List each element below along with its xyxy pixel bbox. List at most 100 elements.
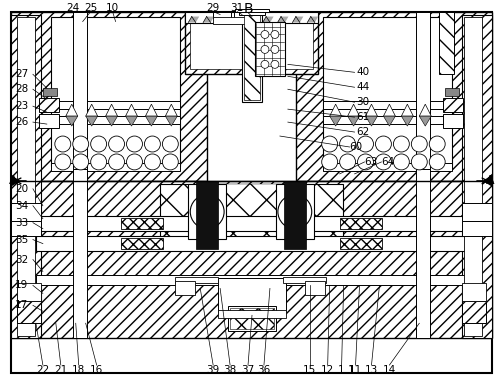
Bar (43, 88, 57, 96)
Bar (11, 221, 41, 236)
Circle shape (393, 154, 409, 170)
Bar (230, 308, 274, 329)
Bar (17, 283, 41, 301)
Circle shape (109, 136, 125, 152)
Circle shape (261, 46, 269, 53)
Text: 17: 17 (15, 300, 28, 310)
Circle shape (109, 154, 125, 170)
Circle shape (203, 208, 211, 216)
Text: A: A (9, 174, 18, 187)
Bar (305, 282, 325, 295)
Text: 10: 10 (106, 3, 119, 13)
Bar (73, 11, 87, 169)
Text: 20: 20 (15, 184, 28, 194)
Text: 61: 61 (357, 112, 370, 122)
Bar (439, 11, 454, 74)
Bar (284, 181, 306, 249)
Bar (160, 184, 343, 246)
Polygon shape (278, 16, 288, 23)
Bar (464, 16, 482, 336)
Bar (185, 11, 318, 74)
Text: 32: 32 (15, 255, 28, 265)
Circle shape (271, 46, 279, 53)
Polygon shape (66, 116, 78, 126)
Circle shape (375, 154, 391, 170)
Polygon shape (66, 104, 78, 116)
Polygon shape (233, 16, 244, 23)
Circle shape (261, 61, 269, 68)
Polygon shape (145, 104, 157, 116)
Bar (255, 21, 285, 76)
Text: 22: 22 (36, 365, 49, 375)
Text: 44: 44 (357, 82, 370, 92)
Polygon shape (126, 104, 137, 116)
Polygon shape (401, 104, 413, 116)
Text: 37: 37 (241, 365, 255, 375)
Circle shape (127, 154, 142, 170)
Bar (213, 11, 231, 18)
Bar (39, 98, 59, 112)
Polygon shape (484, 176, 492, 186)
Circle shape (144, 136, 160, 152)
Bar (323, 16, 452, 166)
Text: 18: 18 (72, 365, 86, 375)
Circle shape (340, 136, 356, 152)
Bar (276, 184, 314, 239)
Text: 25: 25 (84, 3, 97, 13)
Text: 63: 63 (365, 157, 378, 167)
Polygon shape (383, 116, 395, 126)
Bar (36, 275, 467, 285)
Polygon shape (420, 104, 431, 116)
Polygon shape (126, 116, 137, 126)
Bar (462, 203, 492, 221)
Bar (176, 277, 218, 283)
Bar (213, 16, 253, 23)
Polygon shape (329, 116, 342, 126)
Polygon shape (188, 16, 199, 23)
Bar (340, 237, 382, 249)
Text: 16: 16 (90, 365, 103, 375)
Bar (234, 11, 252, 18)
Bar (218, 184, 284, 246)
Text: 27: 27 (15, 69, 28, 79)
Polygon shape (145, 116, 157, 126)
Circle shape (429, 154, 445, 170)
Text: 24: 24 (66, 3, 79, 13)
Circle shape (429, 136, 445, 152)
Bar (17, 301, 41, 323)
Bar (51, 101, 180, 109)
Bar (17, 16, 35, 336)
Bar (121, 237, 163, 249)
Bar (443, 98, 463, 112)
Polygon shape (86, 104, 98, 116)
Bar (283, 277, 325, 283)
Text: 36: 36 (258, 365, 271, 375)
Bar (176, 282, 195, 295)
Polygon shape (165, 116, 178, 126)
Text: 33: 33 (15, 218, 28, 228)
Bar (11, 11, 207, 181)
Bar (443, 114, 463, 128)
Circle shape (162, 154, 178, 170)
Bar (244, 11, 260, 100)
Bar (462, 221, 492, 236)
Text: 15: 15 (303, 365, 316, 375)
Polygon shape (329, 104, 342, 116)
Polygon shape (86, 116, 98, 126)
Text: A: A (486, 174, 494, 187)
Polygon shape (307, 16, 318, 23)
Text: 26: 26 (15, 117, 28, 127)
Text: 1: 1 (339, 365, 345, 375)
Bar (51, 16, 180, 166)
Text: 23: 23 (15, 101, 28, 111)
Bar (196, 181, 218, 249)
Bar (340, 218, 382, 229)
Text: 64: 64 (381, 157, 395, 167)
Bar (242, 10, 262, 102)
Text: 35: 35 (15, 235, 28, 245)
Polygon shape (348, 104, 360, 116)
Text: 14: 14 (383, 365, 396, 375)
Text: 13: 13 (365, 365, 378, 375)
Circle shape (291, 208, 299, 216)
Bar (416, 11, 430, 169)
